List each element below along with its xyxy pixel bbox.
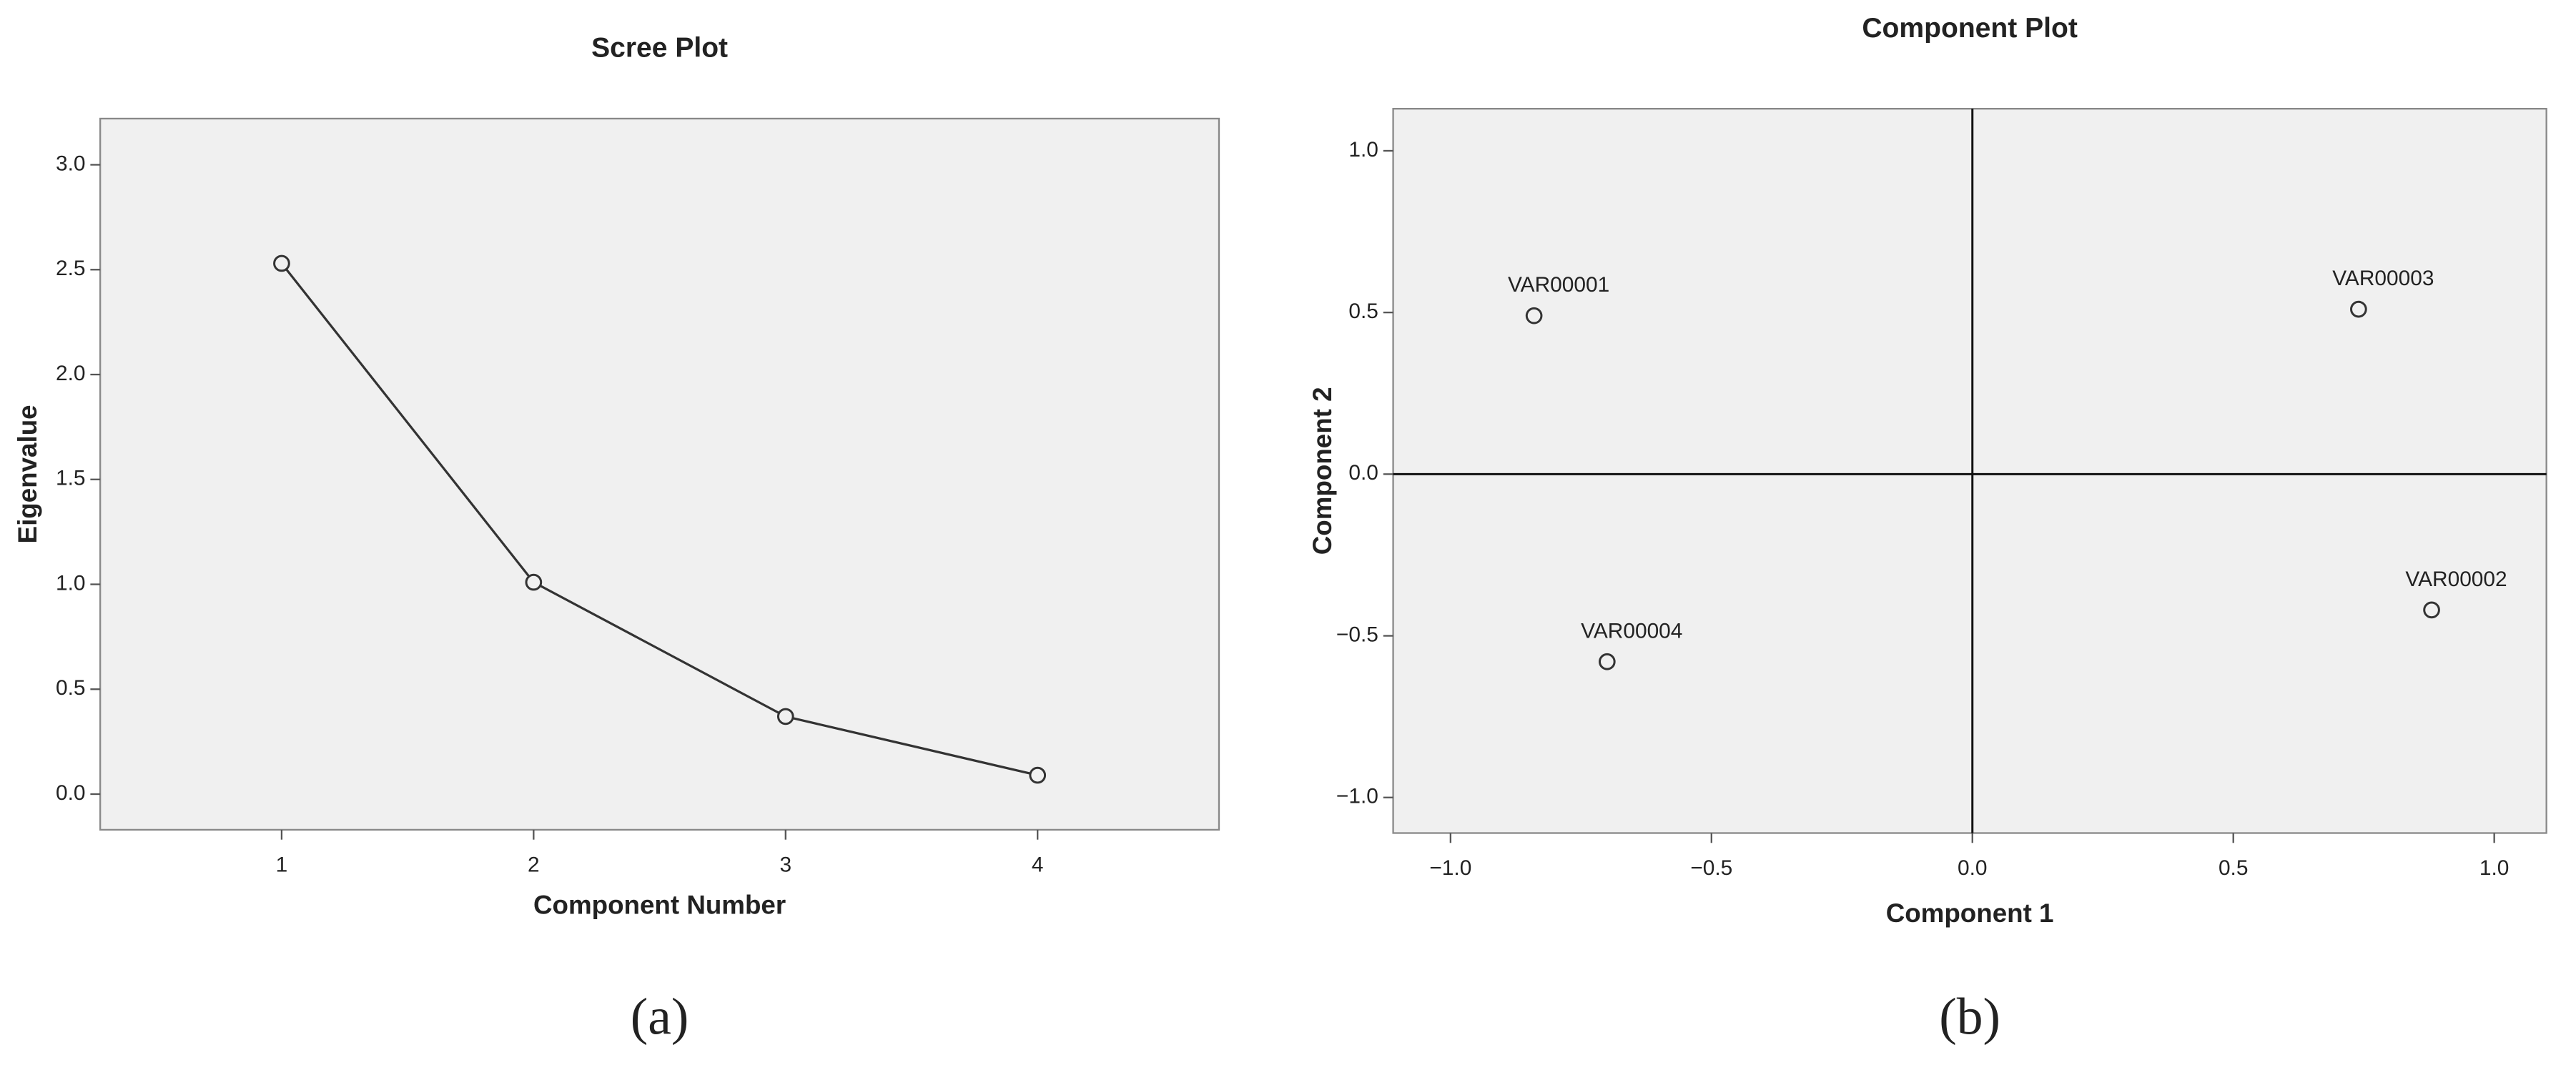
marker	[273, 254, 290, 272]
y-tick-label: 0.0	[1348, 461, 1378, 485]
caption: (a)	[631, 987, 689, 1046]
y-tick-label: 1.0	[56, 571, 86, 595]
point-label: VAR00003	[2332, 267, 2434, 290]
x-tick-label: 4	[1032, 853, 1044, 876]
chart-title: Component Plot	[1862, 13, 2078, 44]
y-tick-label: 1.5	[56, 467, 86, 490]
y-tick-label: 1.0	[1348, 138, 1378, 162]
point	[1598, 653, 1616, 670]
y-tick-label: 0.5	[56, 676, 86, 700]
point-label: VAR00002	[2405, 568, 2507, 591]
caption: (b)	[1939, 987, 2000, 1046]
point-label: VAR00004	[1581, 619, 1682, 643]
marker	[776, 708, 794, 725]
y-tick-label: 2.5	[56, 257, 86, 280]
line	[280, 262, 1038, 777]
point	[1525, 307, 1543, 325]
y-tick-label: 0.5	[1348, 299, 1378, 323]
x-tick-label: 1.0	[2479, 856, 2510, 880]
y-tick-label: −0.5	[1336, 623, 1378, 646]
x-tick-label: 0.0	[1958, 856, 1988, 880]
y-tick-label: 3.0	[56, 152, 86, 175]
plot-area	[1392, 108, 2547, 834]
point-label: VAR00001	[1508, 273, 1609, 297]
x-axis-label: Component 1	[1886, 898, 2054, 928]
chart-title: Scree Plot	[591, 33, 728, 64]
point	[2350, 300, 2367, 318]
y-tick-label: −1.0	[1336, 785, 1378, 808]
marker	[1029, 766, 1047, 784]
x-tick-label: 0.5	[2219, 856, 2249, 880]
y-axis-label: Eigenvalue	[13, 405, 42, 543]
point	[2423, 601, 2440, 619]
x-tick-label: −1.0	[1429, 856, 1471, 880]
x-tick-label: 3	[779, 853, 791, 876]
x-tick-label: 2	[528, 853, 540, 876]
y-axis-label: Component 2	[1308, 387, 1337, 555]
marker	[525, 573, 543, 591]
x-tick-label: −0.5	[1690, 856, 1732, 880]
x-tick-label: 1	[276, 853, 288, 876]
y-tick-label: 2.0	[56, 362, 86, 385]
x-axis-label: Component Number	[533, 891, 786, 920]
y-tick-label: 0.0	[56, 781, 86, 805]
plot-area	[99, 117, 1220, 831]
